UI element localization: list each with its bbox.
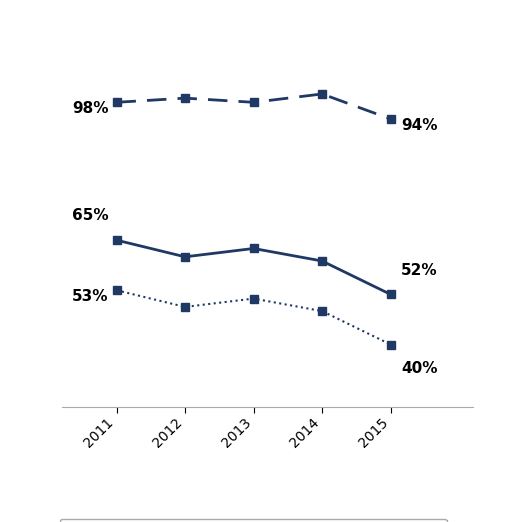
Text: 98%: 98% (72, 101, 108, 116)
Legend: All Firms, Firms with <50 FTEs, Firms with 50+ FTEs: All Firms, Firms with <50 FTEs, Firms wi… (60, 519, 447, 522)
Text: 53%: 53% (72, 289, 108, 304)
Text: 65%: 65% (72, 208, 108, 223)
Text: 94%: 94% (401, 118, 437, 133)
Text: 40%: 40% (401, 361, 437, 376)
Text: 52%: 52% (401, 263, 437, 278)
